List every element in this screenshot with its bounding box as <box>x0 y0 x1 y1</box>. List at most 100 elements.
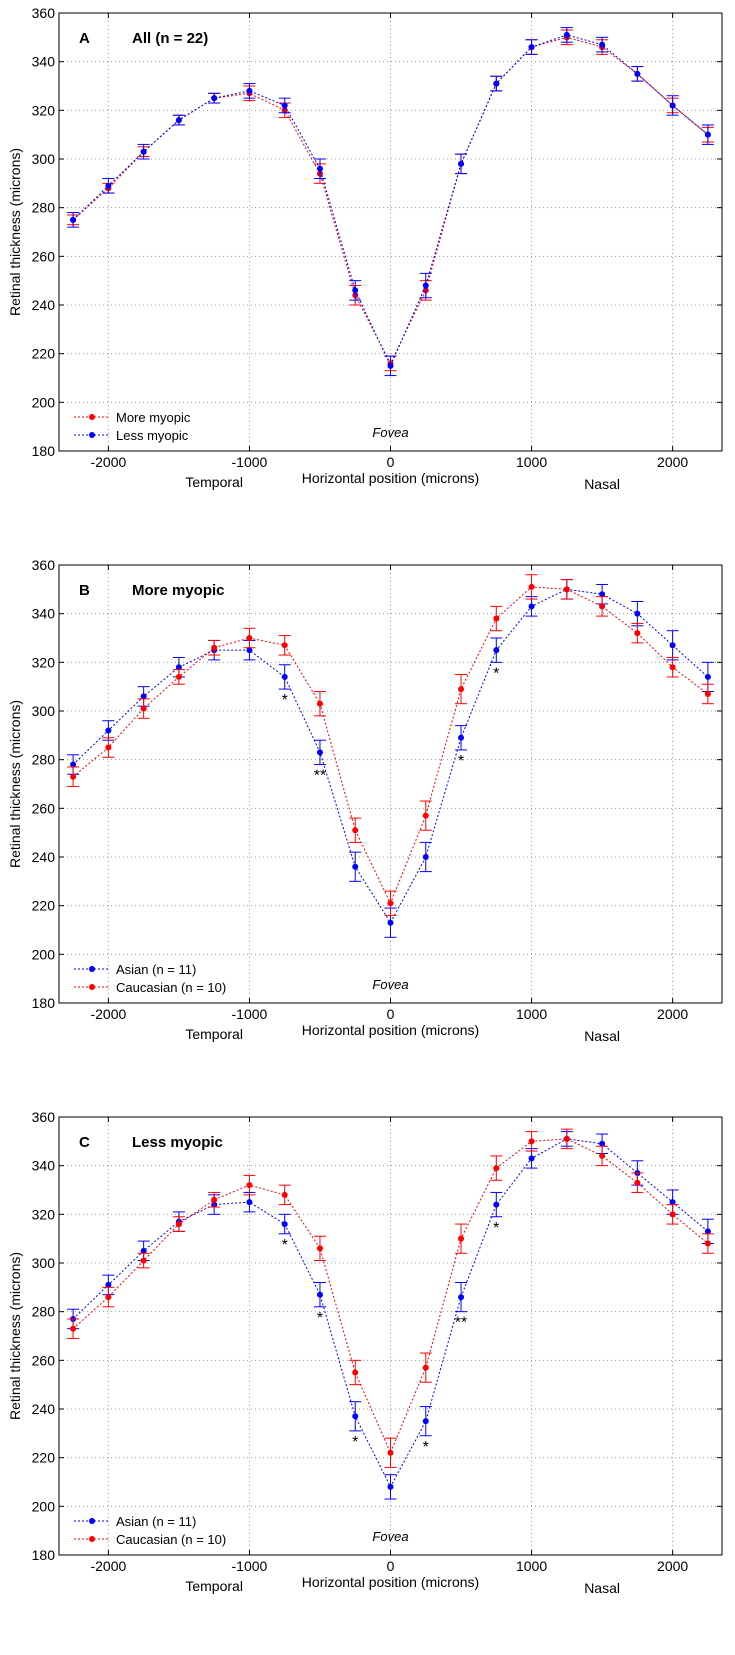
data-point <box>140 1247 147 1254</box>
y-tick-label: 280 <box>32 752 56 768</box>
data-point <box>704 690 711 697</box>
nasal-label: Nasal <box>584 476 620 492</box>
data-point <box>316 700 323 707</box>
data-point <box>669 664 676 671</box>
data-point <box>352 1369 359 1376</box>
legend-swatch-marker <box>89 432 95 438</box>
legend-swatch-marker <box>89 1518 95 1524</box>
data-point <box>599 603 606 610</box>
data-point <box>175 117 182 124</box>
data-point <box>563 1135 570 1142</box>
x-tick-label: 2000 <box>657 1558 688 1574</box>
data-point <box>458 686 465 693</box>
data-point <box>281 642 288 649</box>
data-point <box>387 362 394 369</box>
x-tick-label: -2000 <box>90 1006 126 1022</box>
legend-swatch-marker <box>89 1536 95 1542</box>
panel-b: 180 200 220 240 260 280 300 320 340 360 -2000 -1000… <box>7 557 723 1044</box>
panel-letter: B <box>79 582 90 599</box>
data-point <box>528 1138 535 1145</box>
legend: More myopic Less myopic <box>74 410 191 443</box>
y-tick-label: 180 <box>32 1547 56 1563</box>
x-tick-label: -2000 <box>90 454 126 470</box>
data-point <box>281 102 288 109</box>
legend: Asian (n = 11) Caucasian (n = 10) <box>74 962 226 995</box>
y-tick-label: 200 <box>32 1498 56 1514</box>
y-axis-label: Retinal thickness (microns) <box>7 1252 23 1420</box>
y-tick-label: 260 <box>32 1352 56 1368</box>
panel-letter: C <box>79 1134 90 1151</box>
significance-marker: ** <box>314 768 326 785</box>
y-tick-label: 240 <box>32 297 56 313</box>
y-tick-label: 220 <box>32 346 56 362</box>
y-tick-label: 300 <box>32 703 56 719</box>
y-tick-label: 320 <box>32 102 56 118</box>
data-point <box>70 216 77 223</box>
data-point <box>493 1165 500 1172</box>
legend-swatch-marker <box>89 984 95 990</box>
y-tick-label: 240 <box>32 849 56 865</box>
y-axis-label: Retinal thickness (microns) <box>7 148 23 316</box>
panel-letter: A <box>79 30 90 47</box>
series-line <box>72 34 709 368</box>
y-tick-label: 340 <box>32 1158 56 1174</box>
y-tick-label: 180 <box>32 995 56 1011</box>
data-point <box>387 1483 394 1490</box>
data-point <box>387 1449 394 1456</box>
data-point <box>599 591 606 598</box>
y-tick-label: 220 <box>32 1450 56 1466</box>
data-point <box>281 1221 288 1228</box>
data-point <box>563 31 570 38</box>
significance-marker: * <box>493 1220 499 1237</box>
series-1 <box>67 1128 714 1468</box>
data-point <box>704 1228 711 1235</box>
data-point <box>105 1281 112 1288</box>
significance-marker: * <box>282 692 288 709</box>
data-point <box>387 919 394 926</box>
data-point <box>246 1199 253 1206</box>
data-point <box>175 664 182 671</box>
temporal-label: Temporal <box>185 474 243 490</box>
data-point <box>387 900 394 907</box>
data-point <box>634 70 641 77</box>
panel-title: All (n = 22) <box>132 30 208 47</box>
x-axis-label: Horizontal position (microns) <box>302 1022 479 1038</box>
y-tick-label: 280 <box>32 1304 56 1320</box>
y-tick-label: 300 <box>32 151 56 167</box>
panel-c: 180 200 220 240 260 280 300 320 340 360 -2000 -1000… <box>7 1109 723 1596</box>
fovea-annotation: Fovea <box>372 425 408 440</box>
x-tick-label: 1000 <box>516 1558 547 1574</box>
y-axis-label: Retinal thickness (microns) <box>7 700 23 868</box>
y-tick-label: 200 <box>32 946 56 962</box>
significance-marker: * <box>493 665 499 682</box>
series-1 <box>67 574 714 916</box>
x-tick-label: -1000 <box>232 1558 268 1574</box>
series-0 <box>67 1131 714 1500</box>
data-point <box>458 160 465 167</box>
data-point <box>246 635 253 641</box>
data-point <box>458 1294 465 1301</box>
data-point <box>70 773 77 780</box>
x-tick-label: 1000 <box>516 454 547 470</box>
x-tick-label: 1000 <box>516 1006 547 1022</box>
significance-marker: * <box>458 753 464 770</box>
data-point <box>493 1201 500 1208</box>
data-point <box>352 1413 359 1420</box>
panel-a: 180 200 220 240 260 280 300 320 340 360 -2000 -1000… <box>7 5 723 492</box>
y-tick-label: 180 <box>32 443 56 459</box>
legend-label: Asian (n = 11) <box>116 962 196 977</box>
fovea-annotation: Fovea <box>372 1529 408 1544</box>
x-axis-label: Horizontal position (microns) <box>302 1574 479 1590</box>
data-point <box>316 1245 323 1252</box>
y-tick-label: 260 <box>32 248 56 264</box>
data-point <box>246 647 253 654</box>
x-axis-label: Horizontal position (microns) <box>302 470 479 486</box>
legend: Asian (n = 11) Caucasian (n = 10) <box>74 1514 226 1547</box>
data-point <box>140 705 147 712</box>
data-point <box>246 87 253 94</box>
data-point <box>599 41 606 48</box>
data-point <box>70 1325 77 1332</box>
data-point <box>246 1182 253 1189</box>
data-point <box>352 863 359 870</box>
